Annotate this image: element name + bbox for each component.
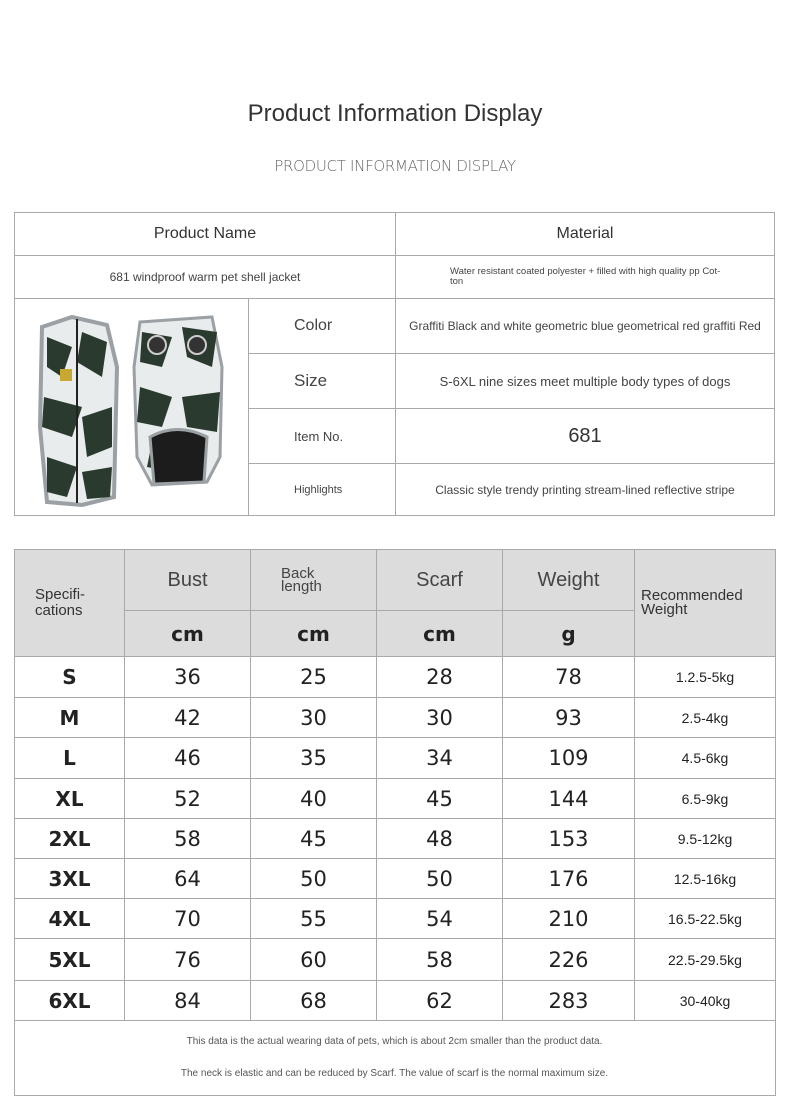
weight-header: Weight xyxy=(502,549,635,611)
cell-size: 2XL xyxy=(14,818,125,859)
cell-size: 4XL xyxy=(14,898,125,939)
cell-recommended-weight: 9.5-12kg xyxy=(634,818,776,859)
unit-back-length: cm xyxy=(250,610,377,657)
cell-weight: 144 xyxy=(502,778,635,819)
color-label: Color xyxy=(248,298,396,354)
cell-recommended-weight: 22.5-29.5kg xyxy=(634,938,776,981)
unit-bust: cm xyxy=(124,610,251,657)
cell-back-length: 40 xyxy=(250,778,377,819)
cell-scarf: 62 xyxy=(376,980,503,1021)
cell-bust: 58 xyxy=(124,818,251,859)
cell-bust: 52 xyxy=(124,778,251,819)
cell-size: 5XL xyxy=(14,938,125,981)
jacket-image xyxy=(37,314,224,507)
cell-back-length: 68 xyxy=(250,980,377,1021)
cell-bust: 46 xyxy=(124,737,251,779)
cell-size: M xyxy=(14,697,125,738)
cell-size: 6XL xyxy=(14,980,125,1021)
cell-bust: 42 xyxy=(124,697,251,738)
note-actual-data: This data is the actual wearing data of … xyxy=(186,1036,603,1047)
scarf-header: Scarf xyxy=(376,549,503,611)
cell-weight: 210 xyxy=(502,898,635,939)
cell-weight: 176 xyxy=(502,858,635,899)
material-header: Material xyxy=(395,212,775,256)
item-no-label: Item No. xyxy=(248,408,396,464)
cell-weight: 226 xyxy=(502,938,635,981)
cell-scarf: 48 xyxy=(376,818,503,859)
highlights-label: Highlights xyxy=(248,463,396,516)
note-scarf: The neck is elastic and can be reduced b… xyxy=(180,1068,609,1079)
color-value: Graffiti Black and white geometric blue … xyxy=(395,298,775,354)
cell-bust: 76 xyxy=(124,938,251,981)
cell-recommended-weight: 1.2.5-5kg xyxy=(634,656,776,698)
jacket-front xyxy=(37,314,119,507)
cell-bust: 70 xyxy=(124,898,251,939)
cell-scarf: 50 xyxy=(376,858,503,899)
cell-scarf: 54 xyxy=(376,898,503,939)
cell-weight: 283 xyxy=(502,980,635,1021)
cell-back-length: 35 xyxy=(250,737,377,779)
cell-scarf: 30 xyxy=(376,697,503,738)
cell-back-length: 30 xyxy=(250,697,377,738)
product-image xyxy=(14,298,249,516)
cell-scarf: 58 xyxy=(376,938,503,981)
cell-recommended-weight: 30-40kg xyxy=(634,980,776,1021)
page-title: Product Information Display xyxy=(247,100,543,127)
cell-bust: 84 xyxy=(124,980,251,1021)
bust-header: Bust xyxy=(124,549,251,611)
cell-size: XL xyxy=(14,778,125,819)
cell-size: 3XL xyxy=(14,858,125,899)
cell-weight: 109 xyxy=(502,737,635,779)
notes-box xyxy=(14,1020,776,1096)
product-name-header: Product Name xyxy=(14,212,396,256)
unit-weight: g xyxy=(502,610,635,657)
unit-scarf: cm xyxy=(376,610,503,657)
item-no-value: 681 xyxy=(395,408,775,464)
recommended-weight-header: Recommended Weight xyxy=(634,549,776,657)
cell-size: L xyxy=(14,737,125,779)
cell-back-length: 60 xyxy=(250,938,377,981)
cell-scarf: 34 xyxy=(376,737,503,779)
product-name-value: 681 windproof warm pet shell jacket xyxy=(14,255,396,299)
cell-scarf: 45 xyxy=(376,778,503,819)
cell-bust: 64 xyxy=(124,858,251,899)
cell-size: S xyxy=(14,656,125,698)
size-value: S-6XL nine sizes meet multiple body type… xyxy=(395,353,775,409)
highlights-value: Classic style trendy printing stream-lin… xyxy=(395,463,775,516)
specifications-header: Specifi-cations xyxy=(14,549,125,657)
page-subtitle: PRODUCT INFORMATION DISPLAY xyxy=(274,157,516,175)
cell-scarf: 28 xyxy=(376,656,503,698)
cell-recommended-weight: 4.5-6kg xyxy=(634,737,776,779)
cell-recommended-weight: 16.5-22.5kg xyxy=(634,898,776,939)
size-label: Size xyxy=(248,353,396,409)
cell-recommended-weight: 6.5-9kg xyxy=(634,778,776,819)
cell-weight: 78 xyxy=(502,656,635,698)
cell-back-length: 55 xyxy=(250,898,377,939)
material-value: Water resistant coated polyester + fille… xyxy=(395,255,775,299)
cell-back-length: 45 xyxy=(250,818,377,859)
cell-weight: 93 xyxy=(502,697,635,738)
cell-recommended-weight: 2.5-4kg xyxy=(634,697,776,738)
cell-recommended-weight: 12.5-16kg xyxy=(634,858,776,899)
cell-bust: 36 xyxy=(124,656,251,698)
cell-weight: 153 xyxy=(502,818,635,859)
cell-back-length: 50 xyxy=(250,858,377,899)
back-length-header: Back length xyxy=(250,549,377,611)
jacket-back xyxy=(131,315,224,487)
cell-back-length: 25 xyxy=(250,656,377,698)
